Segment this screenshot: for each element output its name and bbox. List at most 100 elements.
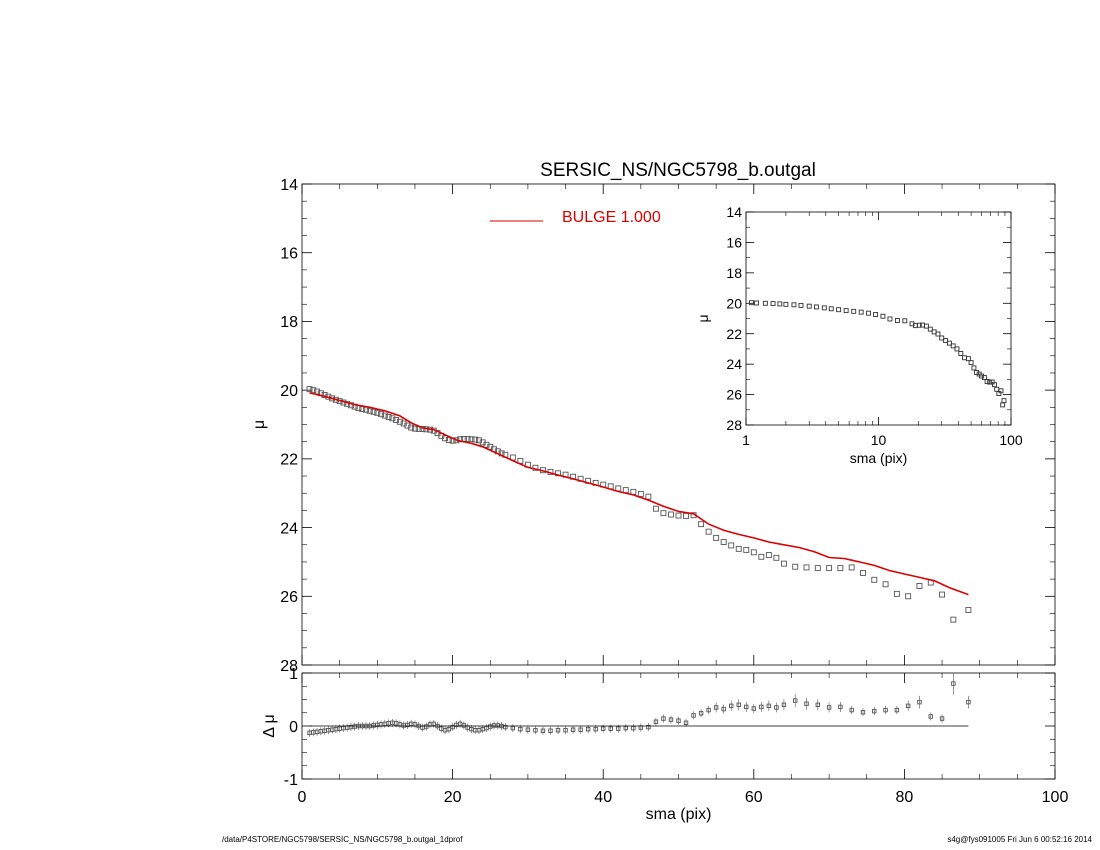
data-point — [533, 728, 538, 733]
data-point — [836, 307, 842, 313]
data-point — [882, 581, 889, 588]
data-point — [706, 707, 711, 713]
data-point — [645, 493, 652, 500]
x-tick-label: 40 — [594, 789, 612, 806]
data-point — [713, 534, 720, 541]
data-point — [774, 705, 779, 710]
y-tick-label: 0 — [289, 719, 298, 736]
data-point — [916, 322, 922, 328]
data-point — [744, 704, 749, 710]
y-tick-label: 18 — [280, 314, 298, 331]
y-tick-label: 24 — [280, 520, 298, 537]
data-point — [518, 726, 523, 732]
data-point — [954, 346, 960, 352]
y-tick-label: 20 — [726, 295, 742, 311]
legend-label: BULGE 1.000 — [562, 209, 661, 226]
y-tick-label: 24 — [726, 356, 742, 372]
x-tick-label: 60 — [745, 789, 763, 806]
data-point — [396, 418, 403, 425]
data-point — [843, 308, 849, 314]
data-point — [902, 318, 908, 324]
data-point — [860, 710, 866, 715]
data-point — [979, 373, 985, 379]
data-point — [873, 312, 878, 317]
data-point — [923, 323, 929, 329]
y-tick-label: 16 — [280, 245, 298, 262]
data-point — [1001, 398, 1007, 404]
data-point — [916, 583, 923, 589]
data-point — [770, 301, 776, 307]
data-point — [806, 303, 812, 309]
y-tick-label: 1 — [289, 666, 298, 683]
y-tick-label: 28 — [726, 417, 742, 433]
data-point — [968, 360, 974, 366]
data-point — [749, 300, 754, 306]
data-point — [442, 435, 449, 442]
data-point — [826, 565, 833, 572]
data-point — [905, 593, 912, 600]
data-point — [759, 704, 764, 710]
data-point — [871, 576, 878, 583]
inset-background — [746, 212, 1011, 425]
data-point — [468, 436, 475, 443]
data-point — [570, 727, 576, 732]
data-point — [393, 417, 400, 423]
y-tick-label: 22 — [280, 452, 298, 469]
data-point — [381, 412, 388, 419]
data-point — [314, 388, 321, 395]
data-point — [758, 553, 765, 560]
x-tick-label: 10 — [871, 432, 887, 448]
y-axis-label: μ — [251, 420, 268, 429]
data-point — [939, 335, 945, 341]
data-point — [676, 718, 681, 723]
data-point — [766, 703, 772, 709]
data-point — [951, 681, 956, 686]
data-point — [652, 505, 659, 512]
data-point — [792, 563, 799, 570]
data-point — [616, 726, 621, 731]
data-point — [630, 488, 637, 495]
data-point — [378, 411, 385, 418]
data-point — [883, 707, 888, 713]
y-tick-label: 16 — [726, 234, 742, 250]
y-tick-label: 14 — [280, 177, 298, 194]
data-point — [525, 727, 531, 732]
data-point — [366, 407, 373, 414]
y-tick-label: -1 — [284, 772, 298, 789]
footer-timestamp: s4g@fys091005 Fri Jun 6 00:52:16 2014 — [947, 835, 1092, 844]
y-tick-label: 28 — [280, 658, 298, 675]
x-tick-label: 0 — [298, 789, 307, 806]
data-point — [698, 711, 704, 716]
data-point — [974, 370, 980, 375]
data-point — [828, 306, 834, 312]
data-point — [408, 424, 415, 431]
data-point — [762, 300, 768, 306]
data-point — [893, 590, 900, 597]
data-point — [793, 698, 798, 703]
footer-file-path: /data/P4STORE/NGC5798/SERSIC_NS/NGC5798_… — [222, 835, 463, 844]
data-point — [743, 546, 750, 553]
data-point — [601, 726, 606, 731]
data-point — [713, 705, 719, 710]
data-point — [637, 490, 644, 497]
data-point — [943, 338, 949, 344]
data-point — [803, 564, 810, 571]
data-point — [765, 552, 772, 559]
data-point — [548, 728, 553, 733]
data-point — [385, 413, 392, 420]
data-point — [950, 343, 956, 349]
data-point — [950, 616, 957, 623]
data-point — [728, 542, 735, 549]
main-panel: 14 16 18 20 22 24 26 28 μ BULGE 1.000 — [251, 177, 1056, 675]
data-point — [848, 564, 855, 571]
data-point — [540, 728, 546, 733]
data-point — [736, 702, 741, 707]
data-point — [683, 512, 689, 519]
x-tick-label: 100 — [1042, 789, 1069, 806]
data-point — [939, 591, 945, 598]
data-point — [668, 511, 674, 518]
data-point — [721, 706, 726, 712]
x-tick-label: 100 — [999, 432, 1023, 448]
data-point — [838, 704, 843, 710]
data-point — [578, 727, 583, 732]
